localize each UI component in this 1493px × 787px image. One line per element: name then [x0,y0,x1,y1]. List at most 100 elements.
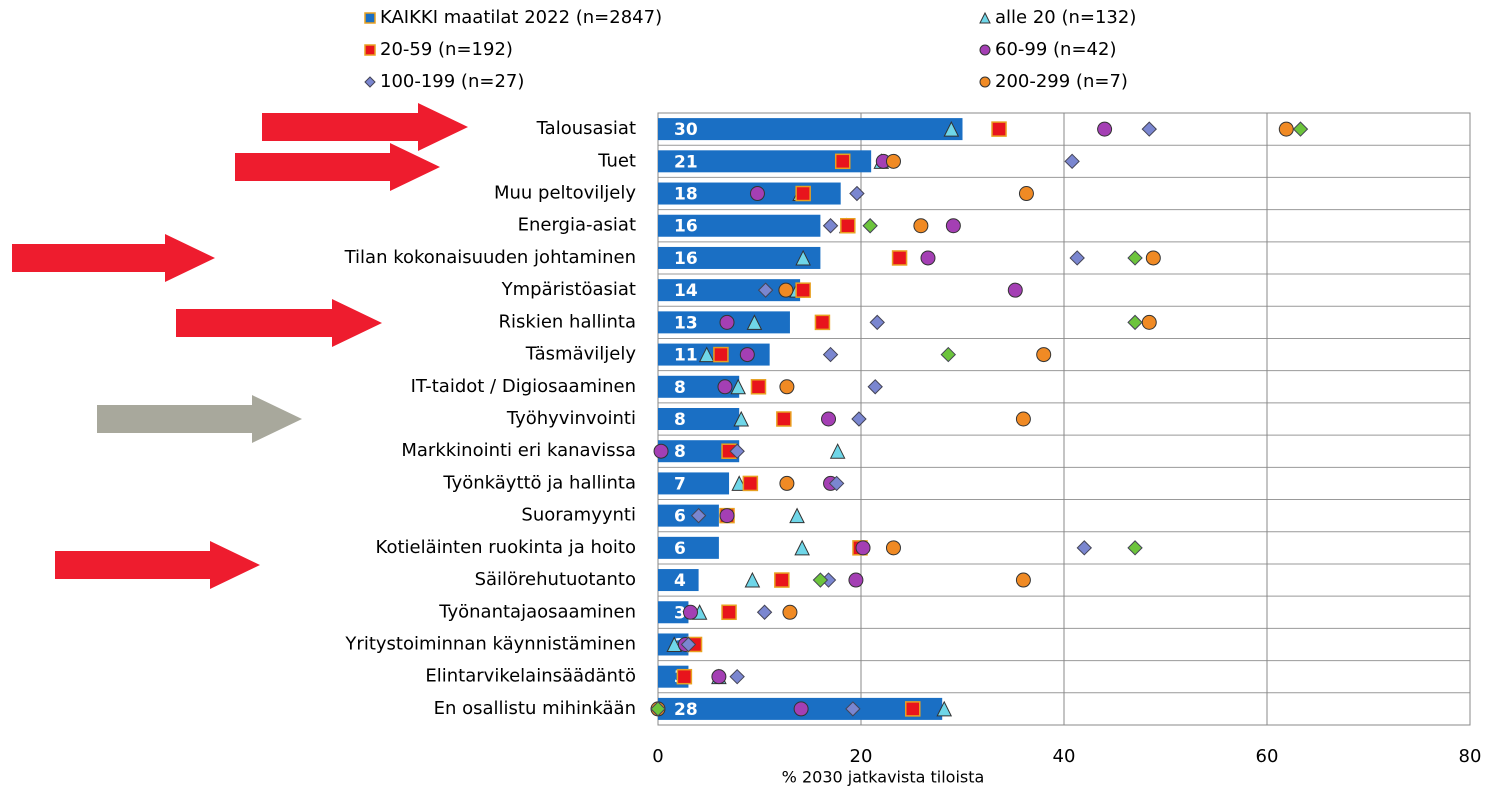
marker [1018,186,1034,202]
bar-label: 18 [674,185,698,205]
marker [730,378,746,395]
marker [779,379,795,395]
bar-label: 8 [674,378,686,398]
marker [829,443,846,459]
bar [658,472,730,495]
bar-label: 6 [674,539,686,559]
category-label: Yritystoiminnan käynnistäminen [344,633,636,654]
bar-label: 7 [674,474,686,494]
legend-label: 20-59 (n=192) [380,39,513,60]
marker [713,346,729,363]
marker [1127,314,1143,331]
marker [945,218,961,234]
legend-label: 200-299 (n=7) [995,71,1128,92]
bar-label: 8 [674,410,686,430]
marker [991,121,1007,137]
marker [795,185,811,202]
category-label: Kotieläinten ruokinta ja hoito [376,537,636,558]
marker [733,410,750,427]
marker [793,701,809,717]
marker [840,217,856,234]
marker [717,379,733,395]
x-tick-label: 60 [1256,746,1279,767]
marker [711,669,727,685]
marker [920,250,936,266]
marker [666,636,683,652]
category-label: Työnkäyttö ja hallinta [442,472,636,493]
bar-label: 4 [674,571,686,591]
marker [1127,540,1143,556]
x-tick-label: 40 [1053,746,1076,767]
arrow [55,541,260,589]
marker [1015,572,1031,588]
category-label: Tuet [597,150,636,171]
category-label: Suoramyynti [521,505,636,526]
bar [658,375,740,398]
marker [1292,121,1309,137]
marker [719,314,735,330]
marker [848,572,864,588]
marker [822,346,839,363]
bar [658,150,872,173]
marker [1278,121,1294,137]
marker [756,604,773,620]
bar-label: 8 [674,442,686,462]
marker [812,572,829,588]
category-label: Markkinointi eri kanavissa [401,440,636,461]
marker [885,153,901,169]
bar [658,601,689,624]
marker [729,668,745,685]
marker [1145,250,1161,266]
marker [940,346,956,363]
arrow [97,395,302,443]
marker [789,507,805,524]
arrow [235,143,440,191]
bar [658,118,963,141]
marker [744,571,761,588]
marker [845,701,861,717]
marker [1007,282,1023,298]
marker [778,282,794,298]
bar [658,504,719,527]
marker [885,540,901,556]
marker [1097,121,1113,137]
marker [913,218,929,234]
marker [698,346,715,363]
marker [1141,314,1157,330]
marker [739,347,755,363]
marker [1076,540,1093,556]
bar-label: 14 [674,281,698,301]
bar-label: 3 [674,603,686,623]
marker [891,250,908,266]
marker [742,475,759,492]
marker [1127,250,1143,266]
category-label: IT-taidot / Digiosaaminen [411,376,636,397]
marker [794,539,810,556]
legend-label: alle 20 (n=132) [995,7,1136,28]
arrows [12,103,468,589]
category-label: Tilan kokonaisuuden johtaminen [344,247,636,268]
marker [746,314,763,330]
category-label: Täsmäviljely [525,344,637,365]
marker [779,475,795,491]
category-label: En osallistu mihinkään [434,698,636,719]
marker [650,701,666,717]
category-label: Ympäristöasiat [501,279,636,300]
x-tick-label: 20 [850,746,873,767]
marker [943,120,960,137]
category-label: Talousasiat [536,118,636,139]
marker [979,76,991,88]
bar [658,569,699,592]
marker [1141,121,1157,137]
marker [749,186,765,202]
bar-label: 16 [674,249,698,269]
marker [869,314,885,331]
marker [851,411,867,427]
marker [828,475,845,492]
marker [849,185,865,202]
marker [782,604,798,620]
marker [682,604,698,620]
marker [814,314,831,331]
marker [822,218,839,234]
